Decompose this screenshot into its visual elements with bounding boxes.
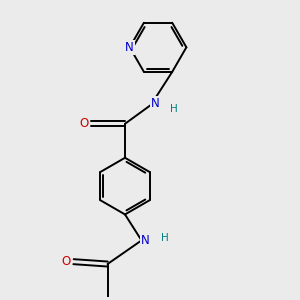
Text: N: N [141,234,150,247]
Text: H: H [170,104,178,114]
Text: H: H [161,232,169,243]
Text: O: O [79,117,88,130]
Text: O: O [62,255,71,268]
Text: N: N [125,41,134,54]
Text: N: N [151,97,159,110]
